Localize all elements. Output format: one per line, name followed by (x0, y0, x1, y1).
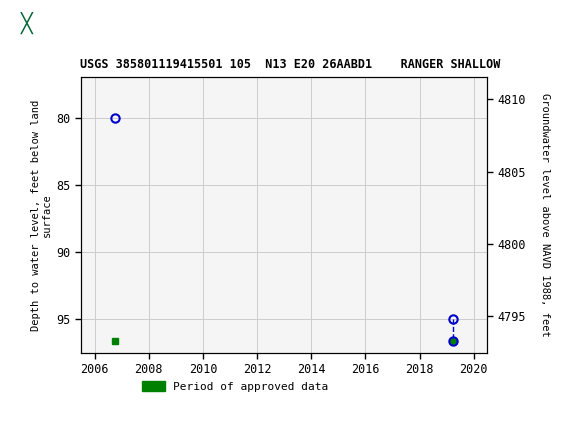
Text: ╳: ╳ (21, 12, 32, 34)
Y-axis label: Groundwater level above NAVD 1988, feet: Groundwater level above NAVD 1988, feet (540, 93, 550, 337)
Bar (6, 3, 75, 42)
Y-axis label: Depth to water level, feet below land
surface: Depth to water level, feet below land su… (31, 99, 52, 331)
Legend: Period of approved data: Period of approved data (138, 377, 333, 396)
Text: USGS 385801119415501 105  N13 E20 26AABD1    RANGER SHALLOW: USGS 385801119415501 105 N13 E20 26AABD1… (80, 58, 500, 71)
Text: USGS: USGS (81, 14, 136, 31)
